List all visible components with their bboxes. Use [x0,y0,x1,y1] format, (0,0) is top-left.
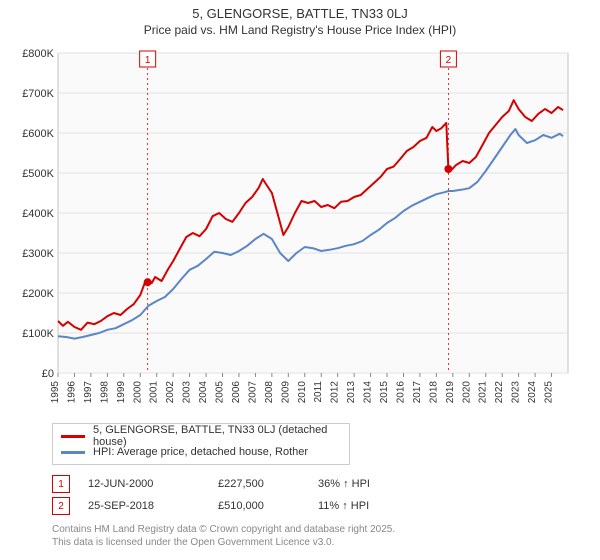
chart-title: 5, GLENGORSE, BATTLE, TN33 0LJ [0,6,600,22]
svg-text:1999: 1999 [116,381,127,404]
svg-text:2023: 2023 [511,381,522,404]
svg-text:2017: 2017 [412,381,423,404]
marker-badge-1: 1 [52,475,70,493]
transaction-pct-2: 11% ↑ HPI [318,500,438,512]
transaction-price-2: £510,000 [218,500,318,512]
attribution-line-1: Contains HM Land Registry data © Crown c… [52,523,582,536]
transaction-row-2: 2 25-SEP-2018 £510,000 11% ↑ HPI [52,495,582,517]
attribution: Contains HM Land Registry data © Crown c… [52,523,582,549]
transaction-row-1: 1 12-JUN-2000 £227,500 36% ↑ HPI [52,473,582,495]
svg-text:2008: 2008 [264,381,275,404]
svg-text:2007: 2007 [247,381,258,404]
svg-text:£200K: £200K [22,288,54,300]
svg-text:2015: 2015 [379,381,390,404]
svg-text:2004: 2004 [198,381,209,404]
svg-text:2002: 2002 [165,381,176,404]
svg-text:£400K: £400K [22,208,54,220]
svg-text:1995: 1995 [50,381,61,404]
svg-text:2013: 2013 [346,381,357,404]
svg-text:2018: 2018 [428,381,439,404]
svg-text:£600K: £600K [22,128,54,140]
attribution-line-2: This data is licensed under the Open Gov… [52,536,582,549]
svg-text:2020: 2020 [461,381,472,404]
svg-text:£100K: £100K [22,328,54,340]
legend-row-price-paid: 5, GLENGORSE, BATTLE, TN33 0LJ (detached… [61,428,341,444]
svg-text:2024: 2024 [527,381,538,404]
svg-text:2012: 2012 [330,381,341,404]
svg-text:2022: 2022 [494,381,505,404]
svg-text:2000: 2000 [132,381,143,404]
svg-text:1998: 1998 [99,381,110,404]
svg-text:£300K: £300K [22,248,54,260]
svg-text:£500K: £500K [22,168,54,180]
transactions-table: 1 12-JUN-2000 £227,500 36% ↑ HPI 2 25-SE… [52,473,582,517]
svg-text:1996: 1996 [66,381,77,404]
svg-text:2021: 2021 [478,381,489,404]
svg-text:2005: 2005 [215,381,226,404]
svg-text:2009: 2009 [280,381,291,404]
marker-badge-2: 2 [52,497,70,515]
legend-label-price-paid: 5, GLENGORSE, BATTLE, TN33 0LJ (detached… [93,424,341,448]
legend-swatch-hpi [61,451,85,454]
svg-text:2010: 2010 [297,381,308,404]
chart-area: £0 £100K £200K £300K £400K £500K £600K £700K £80… [18,45,582,415]
svg-text:2019: 2019 [445,381,456,404]
svg-text:2003: 2003 [182,381,193,404]
transaction-price-1: £227,500 [218,478,318,490]
chart-subtitle: Price paid vs. HM Land Registry's House … [0,23,600,37]
svg-text:2006: 2006 [231,381,242,404]
svg-text:2016: 2016 [395,381,406,404]
svg-text:2011: 2011 [313,381,324,403]
svg-text:£0: £0 [42,368,54,380]
svg-text:2: 2 [446,55,452,66]
transaction-date-1: 12-JUN-2000 [88,478,218,490]
legend-box: 5, GLENGORSE, BATTLE, TN33 0LJ (detached… [52,423,350,465]
svg-text:1997: 1997 [83,381,94,404]
svg-text:£800K: £800K [22,48,54,60]
svg-text:2014: 2014 [363,381,374,404]
legend-label-hpi: HPI: Average price, detached house, Roth… [93,446,308,458]
transaction-pct-1: 36% ↑ HPI [318,478,438,490]
svg-text:£700K: £700K [22,88,54,100]
legend-row-hpi: HPI: Average price, detached house, Roth… [61,444,341,460]
svg-text:1: 1 [145,55,151,66]
legend-swatch-price-paid [61,435,85,438]
svg-text:2001: 2001 [149,381,160,404]
chart-svg: £0 £100K £200K £300K £400K £500K £600K £700K £80… [18,45,582,415]
transaction-date-2: 25-SEP-2018 [88,500,218,512]
svg-text:2025: 2025 [544,381,555,404]
